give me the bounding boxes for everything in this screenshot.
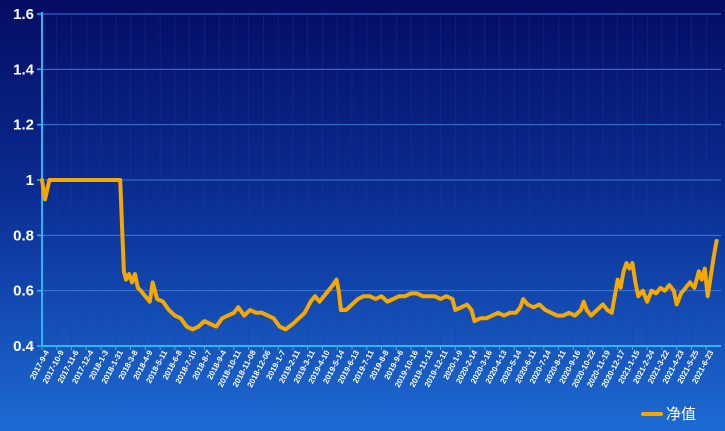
series-layer	[40, 178, 719, 332]
y-tick-label: 0.6	[13, 283, 34, 300]
y-tick-label: 1	[26, 172, 34, 189]
y-tick-label: 1.6	[13, 6, 34, 23]
y-tick-label: 0.8	[13, 227, 34, 244]
series-line	[40, 178, 719, 332]
y-tick-label: 0.4	[13, 338, 35, 355]
y-axis-ticks: 0.4 0.6 0.8 1 1.2 1.4 1.6	[13, 6, 35, 355]
legend: 净值	[641, 406, 696, 423]
gridlines	[42, 13, 721, 346]
x-axis-ticks: 2017-9-42017-10-92017-11-62017-12-42018-…	[28, 348, 715, 389]
y-tick-label: 1.2	[13, 117, 34, 134]
legend-label: 净值	[666, 406, 696, 423]
y-tick-label: 1.4	[13, 61, 35, 78]
